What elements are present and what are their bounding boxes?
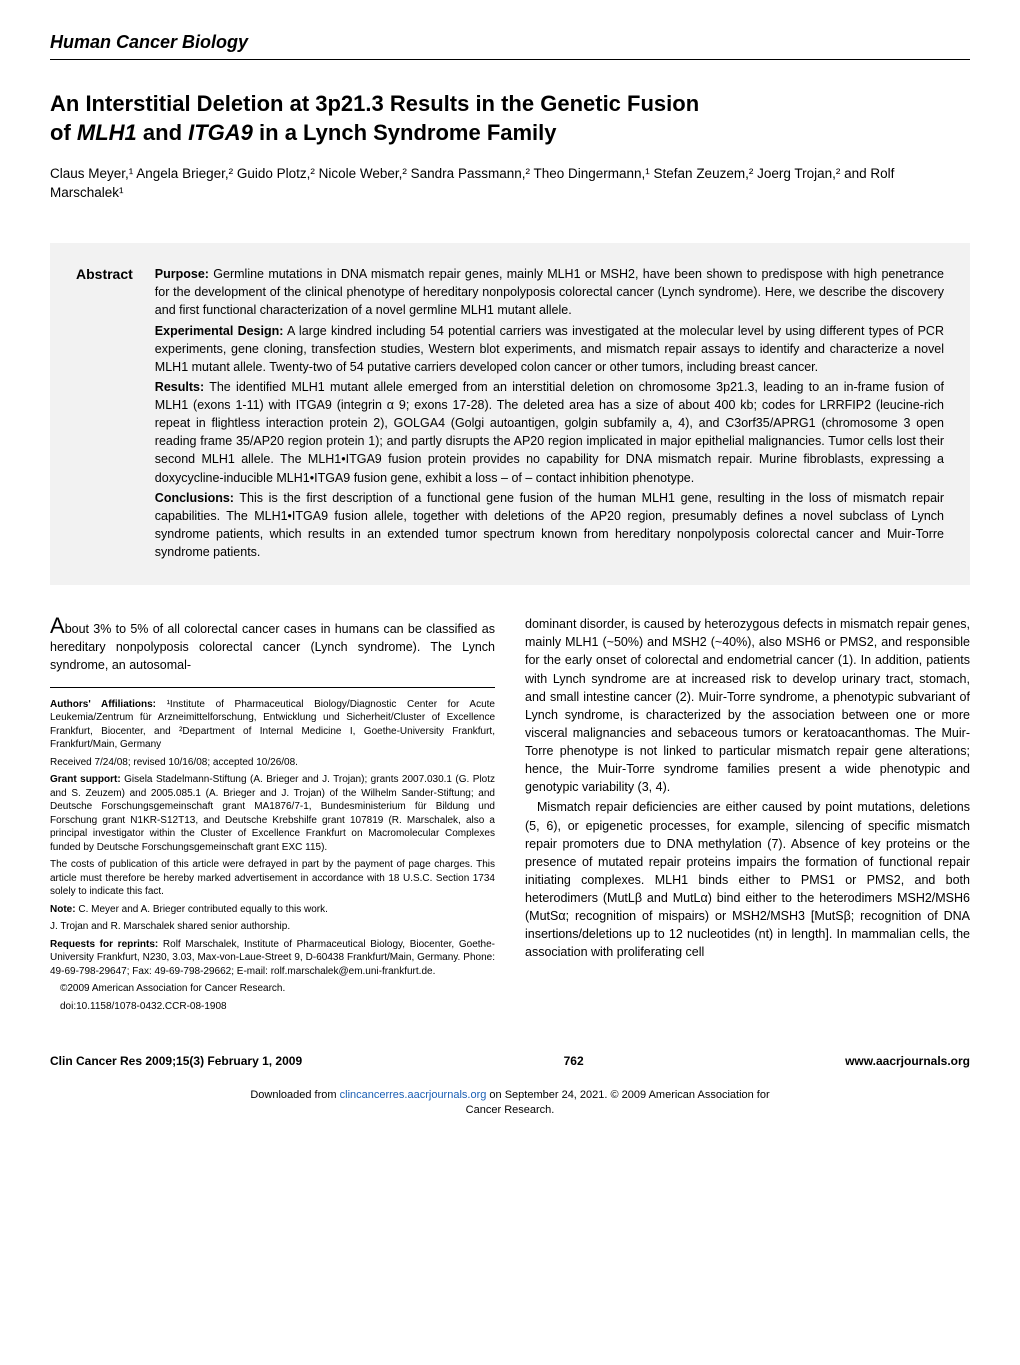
download-note: Downloaded from clincancerres.aacrjourna… <box>50 1088 970 1119</box>
author-list: Claus Meyer,¹ Angela Brieger,² Guido Plo… <box>50 165 970 203</box>
received-text: Received 7/24/08; revised 10/16/08; acce… <box>50 756 495 770</box>
grant-label: Grant support: <box>50 774 121 785</box>
grant-text: Gisela Stadelmann-Stiftung (A. Brieger a… <box>50 774 495 853</box>
section-header: Human Cancer Biology <box>50 30 970 55</box>
title-gene-2: ITGA9 <box>188 120 253 145</box>
reprints-label: Requests for reprints: <box>50 939 158 950</box>
download-link[interactable]: clincancerres.aacrjournals.org <box>340 1089 487 1101</box>
abstract-design-label: Experimental Design: <box>155 324 284 338</box>
copyright-text: ©2009 American Association for Cancer Re… <box>50 982 495 996</box>
right-paragraph-1: dominant disorder, is caused by heterozy… <box>525 615 970 796</box>
intro-text: bout 3% to 5% of all colorectal cancer c… <box>50 622 495 672</box>
page-footer: Clin Cancer Res 2009;15(3) February 1, 2… <box>50 1047 970 1070</box>
footnote-divider <box>50 687 495 688</box>
title-line-2-prefix: of <box>50 120 77 145</box>
abstract-purpose-text: Germline mutations in DNA mismatch repai… <box>155 267 944 317</box>
title-gene-1: MLH1 <box>77 120 137 145</box>
header-rule <box>50 59 970 60</box>
right-paragraph-2: Mismatch repair deficiencies are either … <box>525 798 970 961</box>
download-prefix: Downloaded from <box>250 1089 339 1101</box>
title-line-2-mid: and <box>137 120 188 145</box>
download-line-2: Cancer Research. <box>466 1104 555 1116</box>
abstract-results-label: Results: <box>155 380 204 394</box>
title-line-2-suffix: in a Lynch Syndrome Family <box>253 120 557 145</box>
abstract-conclusions-label: Conclusions: <box>155 491 234 505</box>
footer-right: www.aacrjournals.org <box>845 1053 970 1070</box>
footer-page-number: 762 <box>564 1053 584 1070</box>
affiliations-label: Authors' Affiliations: <box>50 699 156 710</box>
abstract-conclusions-text: This is the first description of a funct… <box>155 491 944 559</box>
title-line-1: An Interstitial Deletion at 3p21.3 Resul… <box>50 91 699 116</box>
intro-dropcap: A <box>50 613 65 638</box>
note-label: Note: <box>50 904 76 915</box>
intro-paragraph: About 3% to 5% of all colorectal cancer … <box>50 615 495 674</box>
article-title: An Interstitial Deletion at 3p21.3 Resul… <box>50 90 970 147</box>
footer-left: Clin Cancer Res 2009;15(3) February 1, 2… <box>50 1053 302 1070</box>
costs-text: The costs of publication of this article… <box>50 858 495 899</box>
body-columns: About 3% to 5% of all colorectal cancer … <box>50 615 970 1017</box>
abstract-body: Purpose: Germline mutations in DNA misma… <box>155 265 944 563</box>
note-text: C. Meyer and A. Brieger contributed equa… <box>76 904 328 915</box>
footnote-block: Authors' Affiliations: ¹Institute of Pha… <box>50 698 495 1014</box>
abstract-purpose-label: Purpose: <box>155 267 209 281</box>
doi-text: doi:10.1158/1078-0432.CCR-08-1908 <box>50 1000 495 1014</box>
download-mid: on September 24, 2021. © 2009 American A… <box>486 1089 769 1101</box>
abstract-results-text: The identified MLH1 mutant allele emerge… <box>155 380 944 485</box>
left-column: About 3% to 5% of all colorectal cancer … <box>50 615 495 1017</box>
abstract-box: Abstract Purpose: Germline mutations in … <box>50 243 970 585</box>
senior-text: J. Trojan and R. Marschalek shared senio… <box>50 920 495 934</box>
right-column: dominant disorder, is caused by heterozy… <box>525 615 970 1017</box>
abstract-label: Abstract <box>76 265 133 563</box>
